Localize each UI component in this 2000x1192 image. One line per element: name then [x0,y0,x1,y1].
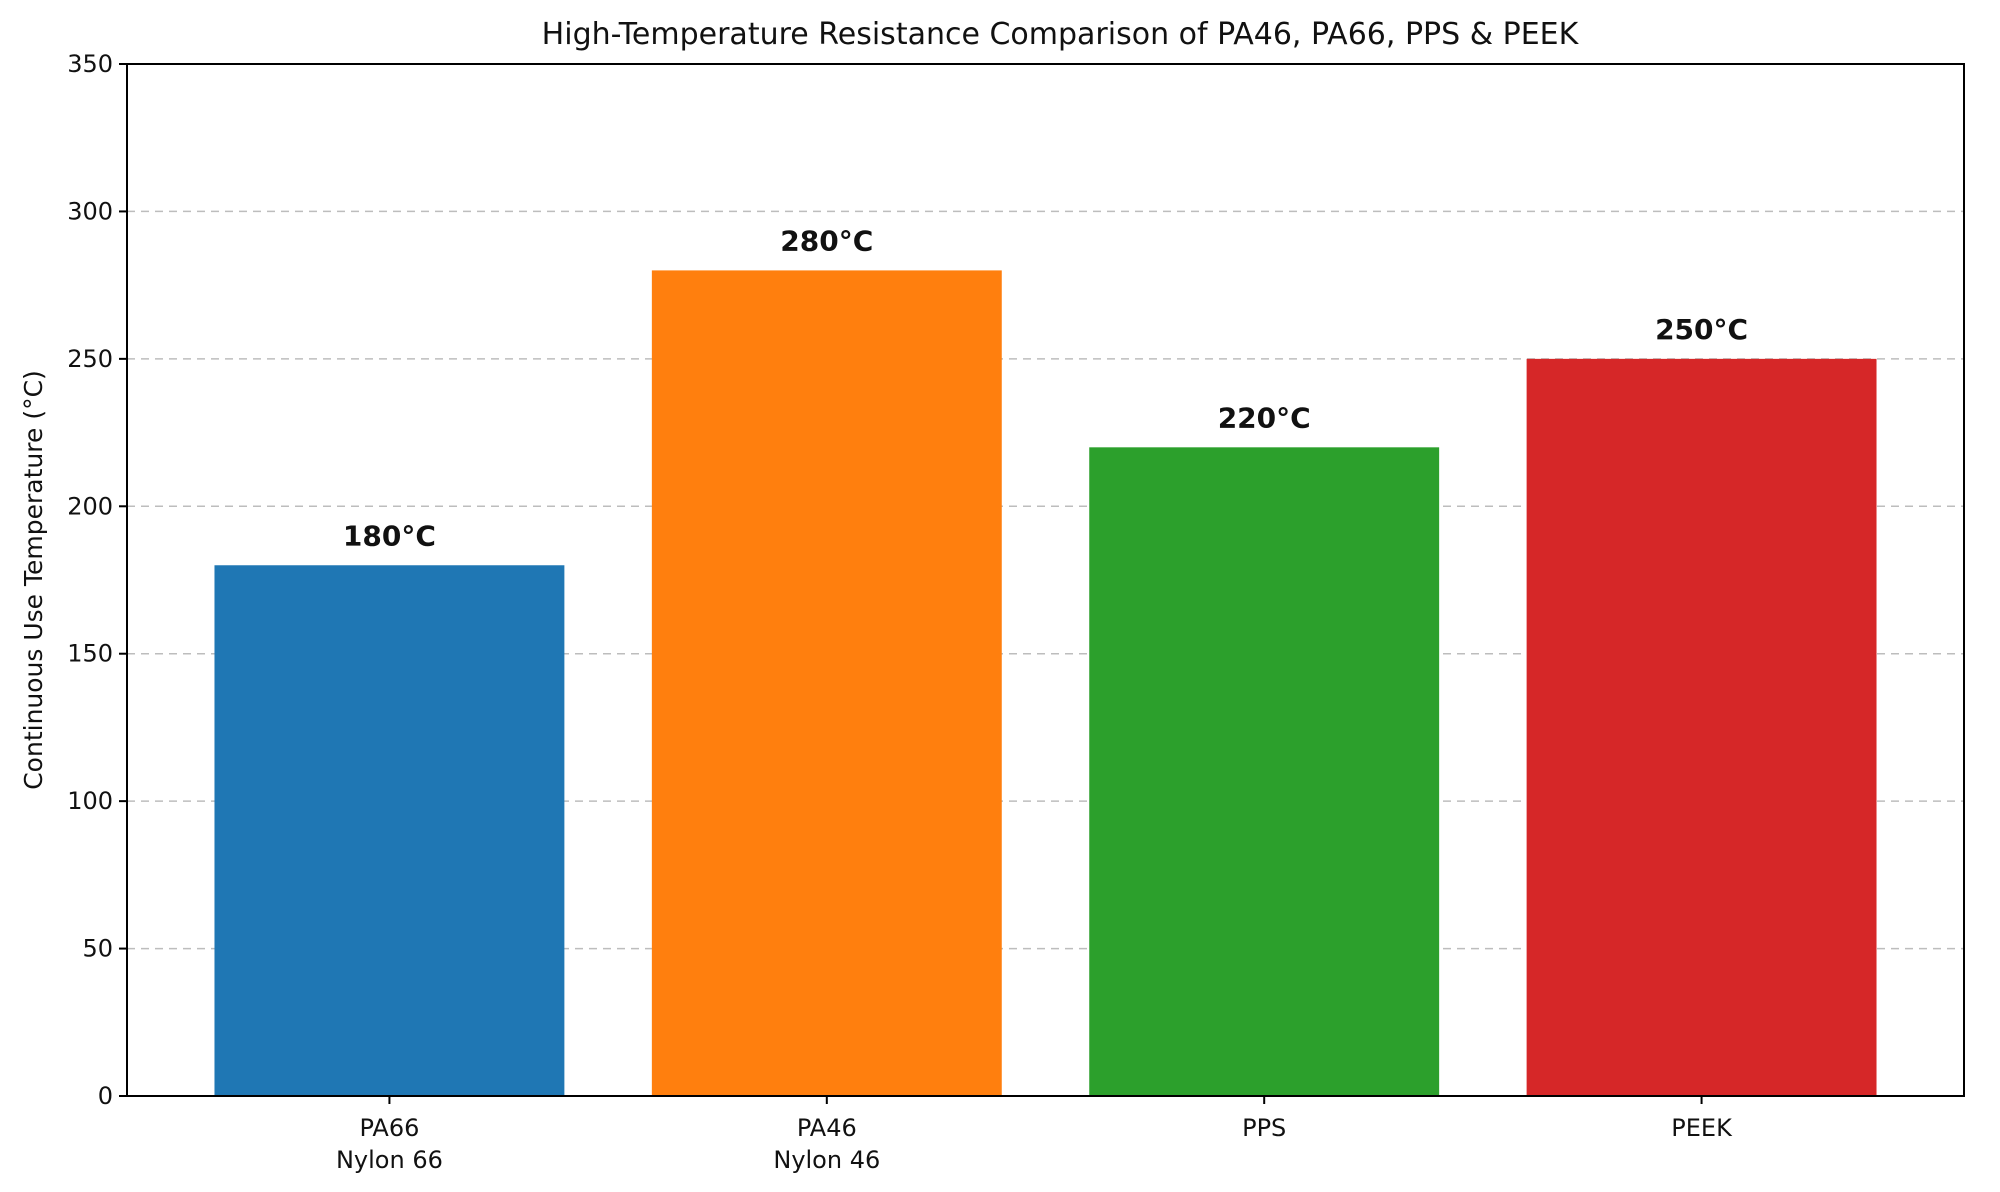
y-tick-label: 0 [98,1082,113,1110]
plot-area-frame [126,63,1965,1097]
x-tick-label: PPS [1242,1114,1286,1142]
y-tick-label: 150 [67,640,113,668]
y-tick-label: 100 [67,787,113,815]
y-tick-label: 50 [82,935,113,963]
bars [214,270,1877,1096]
y-tick-label: 300 [67,197,113,225]
bar-value-label: 180°C [343,519,436,552]
x-tick-label: PA46 Nylon 46 [773,1114,880,1174]
bar [651,270,1002,1096]
y-axis-label: Continuous Use Temperature (°C) [19,370,48,790]
chart-title: High-Temperature Resistance Comparison o… [542,17,1580,52]
x-axis-ticks: PA66 Nylon 66 PA46 Nylon 46 PPS PEEK [336,1096,1733,1174]
y-axis-ticks: 0 50 100 150 200 250 300 350 [67,50,127,1110]
bar [1526,358,1877,1096]
data-labels: 180°C 280°C 220°C 250°C [343,224,1748,552]
bar-value-label: 280°C [780,224,873,257]
x-tick-label: PA66 Nylon 66 [336,1114,443,1174]
bar [214,565,565,1096]
y-tick-label: 350 [67,50,113,78]
y-tick-label: 250 [67,345,113,373]
y-tick-label: 200 [67,492,113,520]
x-tick-label: PEEK [1671,1114,1733,1142]
bar-value-label: 250°C [1655,313,1748,346]
bar-value-label: 220°C [1218,401,1311,434]
bar [1089,447,1440,1096]
